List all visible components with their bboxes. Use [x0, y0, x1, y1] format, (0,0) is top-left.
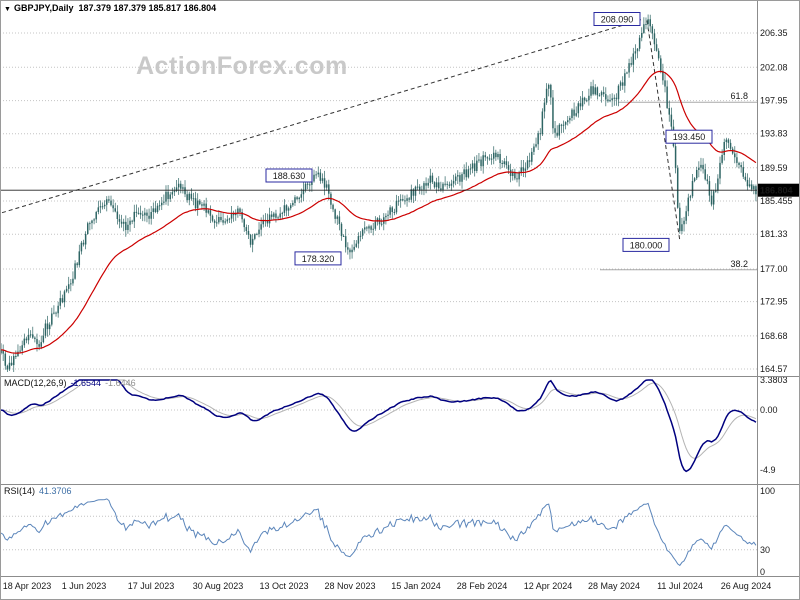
moving-average-line[interactable] [1, 70, 757, 354]
ohlc-values: 187.379 187.379 185.817 186.804 [78, 3, 217, 13]
macd-tick-label: -4.9 [760, 465, 776, 475]
candle-wicks [0, 14, 757, 372]
macd-tick-label: 0.00 [760, 405, 778, 415]
rsi-tick-label: 100 [760, 486, 775, 496]
rsi-indicator-label: RSI(14) 41.3706 [4, 486, 76, 496]
symbol-dropdown-icon[interactable]: ▼ [4, 6, 11, 13]
price-annotation-box [265, 168, 313, 183]
fib-label: 38.2 [730, 259, 748, 269]
rsi-tick-label: 0 [760, 567, 765, 577]
price-axis[interactable]: 206.35 202.08 197.95 193.83 189.59 185.455 181… [760, 28, 793, 374]
macd-value-2: -1.6446 [105, 378, 136, 388]
price-tick-label: 193.83 [760, 129, 788, 139]
price-tick-label: 197.95 [760, 96, 788, 106]
rsi-line [0, 498, 757, 567]
symbol-title: GBPJPY,Daily [13, 3, 74, 13]
macd-indicator-label: MACD(12,26,9) -1.6544 -1.6446 [4, 378, 140, 388]
fib-label: 61.8 [730, 91, 748, 101]
price-tick-label: 172.95 [760, 297, 788, 307]
price-annotation-label[interactable]: 188.630 [273, 171, 306, 181]
candlesticks [0, 14, 757, 372]
date-label: 13 Oct 2023 [259, 581, 308, 591]
price-tick-label: 202.08 [760, 62, 788, 72]
watermark: ActionForex.com [136, 52, 348, 80]
date-label: 26 Aug 2024 [721, 581, 772, 591]
price-annotations[interactable]: 208.090 193.450 188.630 178.320 180.000 [265, 12, 713, 266]
price-annotation-box [665, 129, 713, 144]
price-annotation-label[interactable]: 208.090 [601, 15, 634, 25]
date-axis[interactable]: 18 Apr 2023 1 Jun 2023 17 Jul 2023 30 Aug 2… [3, 581, 772, 591]
candle-bodies [0, 19, 757, 370]
macd-line [0, 379, 757, 473]
date-label: 15 Jan 2024 [391, 581, 441, 591]
price-annotation-label[interactable]: 178.320 [302, 254, 335, 264]
price-gridlines [0, 32, 757, 370]
price-annotation-label[interactable]: 193.450 [673, 132, 706, 142]
date-label: 18 Apr 2023 [3, 581, 52, 591]
rsi-tick-label: 30 [760, 545, 770, 555]
macd-axis[interactable]: 3.3803 0.00 -4.9 [760, 375, 788, 475]
macd-tick-label: 3.3803 [760, 375, 788, 385]
current-price: 186.804 [0, 183, 800, 197]
price-tick-label: 177.00 [760, 264, 788, 274]
rsi-panel [0, 498, 757, 567]
price-tick-label: 189.59 [760, 163, 788, 173]
symbol-header: ▼ GBPJPY,Daily 187.379 187.379 185.817 186… [4, 3, 216, 13]
price-tick-label: 185.455 [760, 196, 793, 206]
current-price-tag-bg [757, 183, 800, 197]
fibonacci-levels[interactable]: 61.8 38.2 [600, 91, 757, 271]
date-label: 17 Jul 2023 [128, 581, 175, 591]
price-tick-label: 168.68 [760, 331, 788, 341]
macd-signal-line [1, 379, 757, 459]
current-price-tag: 186.804 [760, 186, 793, 196]
date-label: 28 Nov 2023 [324, 581, 375, 591]
price-annotation-box [593, 12, 641, 26]
trendline [1, 19, 642, 214]
ma-line [1, 70, 757, 354]
rsi-value: 41.3706 [39, 486, 72, 496]
rsi-axis[interactable]: 100 30 0 [760, 486, 775, 577]
date-label: 30 Aug 2023 [193, 581, 244, 591]
macd-name: MACD(12,26,9) [4, 378, 67, 388]
price-annotation-box [294, 251, 342, 266]
price-tick-label: 206.35 [760, 28, 788, 38]
date-label: 11 Jul 2024 [657, 581, 703, 591]
macd-panel [0, 379, 757, 473]
trendlines[interactable] [1, 19, 681, 242]
date-label: 12 Apr 2024 [524, 581, 573, 591]
date-label: 28 Feb 2024 [457, 581, 508, 591]
price-annotation-box [622, 237, 670, 252]
date-label: 1 Jun 2023 [62, 581, 107, 591]
price-tick-label: 164.57 [760, 364, 788, 374]
rsi-name: RSI(14) [4, 486, 36, 496]
date-label: 28 May 2024 [588, 581, 640, 591]
macd-value-1: -1.6544 [70, 378, 102, 388]
price-annotation-label[interactable]: 180.000 [630, 240, 663, 250]
trendline [646, 20, 681, 242]
price-tick-label: 181.33 [760, 229, 788, 239]
